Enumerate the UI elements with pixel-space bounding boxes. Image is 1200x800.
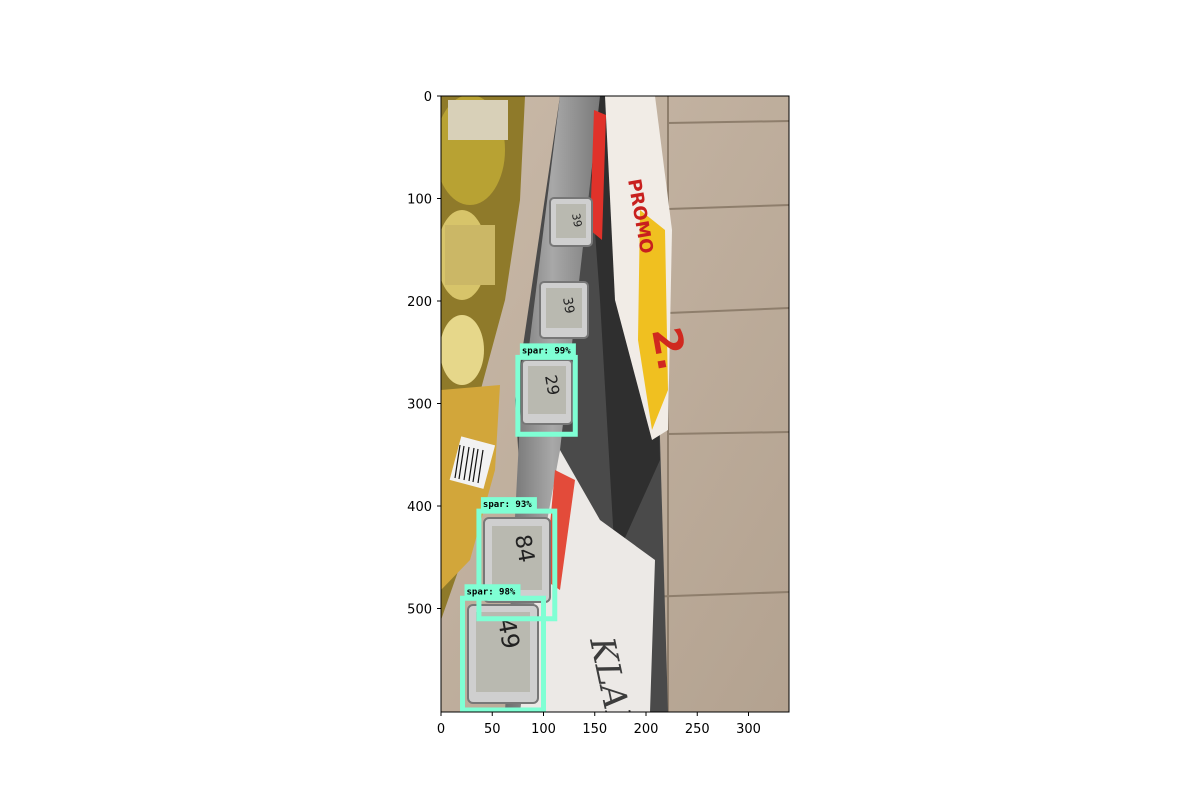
detection-label: spar: 99% (522, 346, 571, 356)
detection-label: spar: 98% (467, 587, 516, 597)
x-tick-label: 50 (484, 722, 501, 737)
shelf-photo: PROMO 2. KLAR 39 39 29 84 49 (441, 96, 789, 712)
detection-box (515, 354, 578, 437)
y-tick-label: 100 (407, 193, 432, 208)
y-tick-label: 0 (424, 90, 432, 105)
x-tick-label: 300 (736, 722, 761, 737)
y-tick-label: 500 (407, 603, 432, 618)
tag-price-2-text: 84 (509, 533, 538, 565)
detections-layer: spar: 99% spar: 93% spar: 98% (460, 343, 578, 712)
detection-box (460, 595, 546, 712)
detection-label-background (464, 584, 521, 598)
x-tick-label: 250 (685, 722, 710, 737)
x-axis: 0 50 100 150 200 250 300 (437, 712, 761, 737)
x-tick-label: 100 (531, 722, 556, 737)
y-tick-label: 400 (407, 500, 432, 515)
svg-text:2.: 2. (642, 324, 695, 374)
x-tick-label: 0 (437, 722, 445, 737)
detection-box (476, 508, 558, 622)
shelf-price-1-text: 39 (569, 212, 584, 228)
y-axis: 0 100 200 300 400 500 (407, 90, 441, 618)
detection-label-background (519, 343, 576, 357)
detection-label: spar: 93% (483, 500, 532, 510)
y-tick-label: 200 (407, 295, 432, 310)
tag-price-3-text: 49 (492, 616, 525, 651)
x-tick-label: 200 (634, 722, 659, 737)
tag-price-1-text: 29 (541, 373, 563, 396)
y-tick-label: 300 (407, 398, 432, 413)
x-tick-label: 150 (582, 722, 607, 737)
shelf-price-2-text: 39 (559, 296, 577, 315)
detection-label-background (480, 497, 537, 511)
